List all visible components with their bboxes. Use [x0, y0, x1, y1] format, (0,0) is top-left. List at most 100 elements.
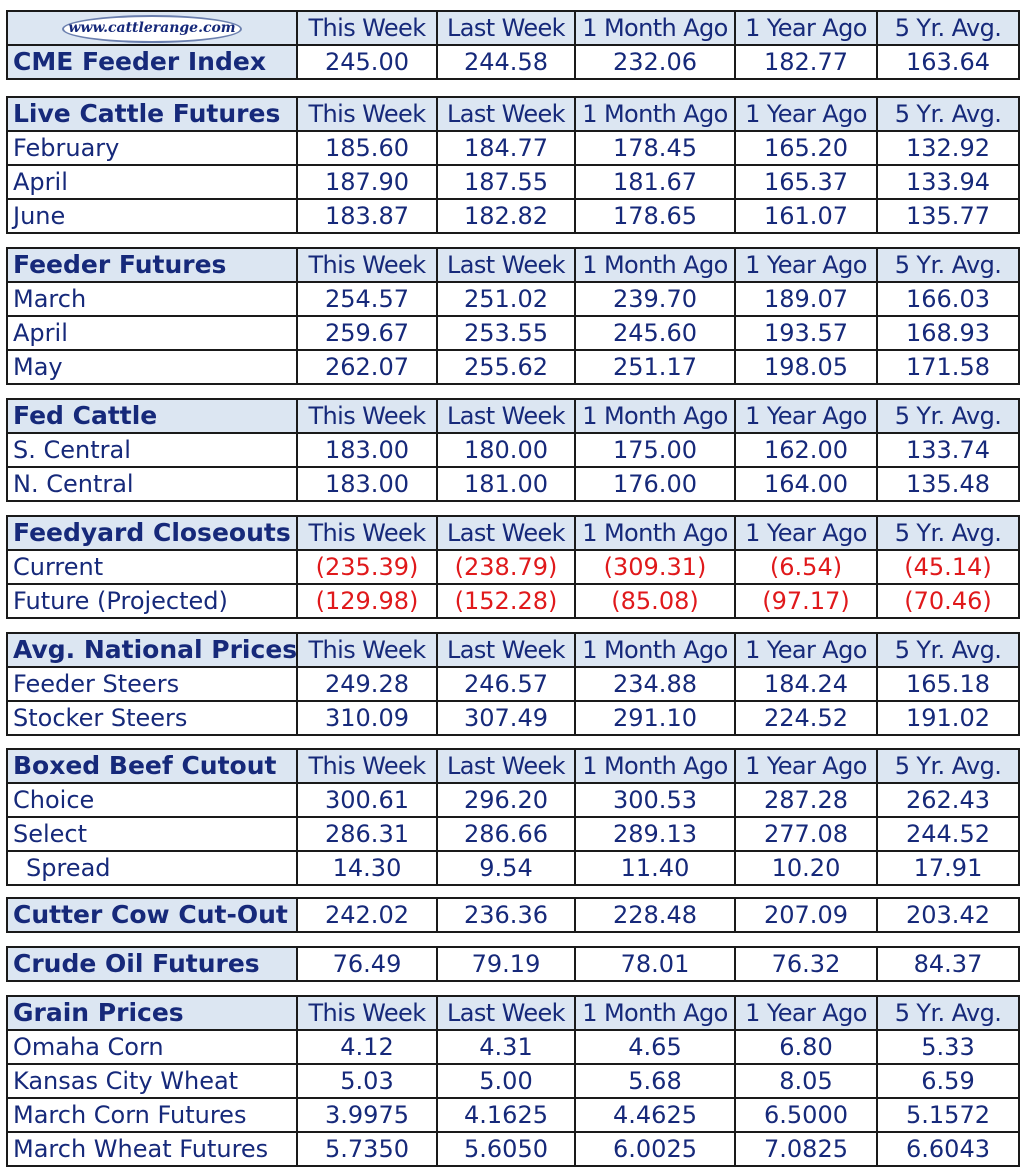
section-title: CME Feeder Index — [6, 44, 298, 80]
section-header-row: Avg. National Prices This Week Last Week… — [6, 632, 1020, 668]
value-this-week: 76.49 — [296, 946, 438, 982]
value-5yr-avg: 132.92 — [876, 130, 1020, 166]
table-row: June 183.87 182.82 178.65 161.07 135.77 — [6, 198, 1020, 234]
col-head-this-week: This Week — [296, 748, 438, 784]
value-month-ago: 239.70 — [574, 281, 736, 317]
value-5yr-avg: 135.77 — [876, 198, 1020, 234]
table-row: Current (235.39) (238.79) (309.31) (6.54… — [6, 549, 1020, 585]
row-label: February — [6, 130, 298, 166]
section-header-row: Feeder Futures This Week Last Week 1 Mon… — [6, 247, 1020, 283]
logo-cell: www.cattlerange.com — [6, 10, 298, 46]
value-last-week: 184.77 — [436, 130, 576, 166]
table-row: Cutter Cow Cut-Out 242.02 236.36 228.48 … — [6, 897, 1020, 933]
col-head-this-week: This Week — [296, 632, 438, 668]
section-header-row: Live Cattle Futures This Week Last Week … — [6, 96, 1020, 132]
value-year-ago: 7.0825 — [734, 1131, 878, 1167]
row-label: Select — [6, 816, 298, 852]
table-row: Spread 14.30 9.54 11.40 10.20 17.91 — [6, 850, 1020, 886]
table-row: Kansas City Wheat 5.03 5.00 5.68 8.05 6.… — [6, 1063, 1020, 1099]
section-feeder-futures: Feeder Futures This Week Last Week 1 Mon… — [6, 247, 1020, 385]
col-head-this-week: This Week — [296, 10, 438, 46]
row-label: S. Central — [6, 432, 298, 468]
value-month-ago: 175.00 — [574, 432, 736, 468]
table-row: Omaha Corn 4.12 4.31 4.65 6.80 5.33 — [6, 1029, 1020, 1065]
row-label: Kansas City Wheat — [6, 1063, 298, 1099]
cattlerange-logo[interactable]: www.cattlerange.com — [62, 15, 242, 43]
value-year-ago: 8.05 — [734, 1063, 878, 1099]
value-last-week: 181.00 — [436, 466, 576, 502]
section-feedyard-closeouts: Feedyard Closeouts This Week Last Week 1… — [6, 515, 1020, 619]
value-year-ago: 161.07 — [734, 198, 878, 234]
col-head-year-ago: 1 Year Ago — [734, 995, 878, 1031]
value-5yr-avg: 17.91 — [876, 850, 1020, 886]
value-month-ago: 251.17 — [574, 349, 736, 385]
value-month-ago: 228.48 — [574, 897, 736, 933]
col-head-year-ago: 1 Year Ago — [734, 96, 878, 132]
value-this-week: 254.57 — [296, 281, 438, 317]
col-head-last-week: Last Week — [436, 995, 576, 1031]
col-head-this-week: This Week — [296, 96, 438, 132]
row-label: N. Central — [6, 466, 298, 502]
table-row: Stocker Steers 310.09 307.49 291.10 224.… — [6, 700, 1020, 736]
col-head-5yr-avg: 5 Yr. Avg. — [876, 10, 1020, 46]
section-boxed-beef-cutout: Boxed Beef Cutout This Week Last Week 1 … — [6, 748, 1020, 886]
section-title: Feeder Futures — [6, 247, 298, 283]
section-title: Cutter Cow Cut-Out — [6, 897, 298, 933]
value-this-week: 187.90 — [296, 164, 438, 200]
col-head-month-ago: 1 Month Ago — [574, 515, 736, 551]
section-live-cattle-futures: Live Cattle Futures This Week Last Week … — [6, 96, 1020, 234]
value-last-week: 246.57 — [436, 666, 576, 702]
value-month-ago: 5.68 — [574, 1063, 736, 1099]
value-this-week: 4.12 — [296, 1029, 438, 1065]
value-5yr-avg: 6.6043 — [876, 1131, 1020, 1167]
value-this-week: 3.9975 — [296, 1097, 438, 1133]
table-row: March Wheat Futures 5.7350 5.6050 6.0025… — [6, 1131, 1020, 1167]
value-month-ago: 291.10 — [574, 700, 736, 736]
row-label: Omaha Corn — [6, 1029, 298, 1065]
row-label: Stocker Steers — [6, 700, 298, 736]
value-last-week: 182.82 — [436, 198, 576, 234]
col-head-last-week: Last Week — [436, 247, 576, 283]
value-last-week: 187.55 — [436, 164, 576, 200]
value-last-week: 5.6050 — [436, 1131, 576, 1167]
col-head-month-ago: 1 Month Ago — [574, 748, 736, 784]
table-row: April 187.90 187.55 181.67 165.37 133.94 — [6, 164, 1020, 200]
value-this-week: 183.00 — [296, 466, 438, 502]
table-row: Crude Oil Futures 76.49 79.19 78.01 76.3… — [6, 946, 1020, 982]
value-month-ago: (309.31) — [574, 549, 736, 585]
col-head-5yr-avg: 5 Yr. Avg. — [876, 247, 1020, 283]
table-row: Future (Projected) (129.98) (152.28) (85… — [6, 583, 1020, 619]
col-head-last-week: Last Week — [436, 748, 576, 784]
value-5yr-avg: 133.94 — [876, 164, 1020, 200]
value-last-week: 79.19 — [436, 946, 576, 982]
col-head-month-ago: 1 Month Ago — [574, 995, 736, 1031]
value-last-week: 253.55 — [436, 315, 576, 351]
row-label: Spread — [6, 850, 298, 886]
section-header-row: Boxed Beef Cutout This Week Last Week 1 … — [6, 748, 1020, 784]
col-head-year-ago: 1 Year Ago — [734, 247, 878, 283]
col-head-5yr-avg: 5 Yr. Avg. — [876, 995, 1020, 1031]
value-this-week: 262.07 — [296, 349, 438, 385]
value-5yr-avg: 203.42 — [876, 897, 1020, 933]
value-this-week: 183.87 — [296, 198, 438, 234]
section-cutter-cow-cut-out: Cutter Cow Cut-Out 242.02 236.36 228.48 … — [6, 897, 1020, 933]
value-last-week: 251.02 — [436, 281, 576, 317]
table-row: March Corn Futures 3.9975 4.1625 4.4625 … — [6, 1097, 1020, 1133]
col-head-this-week: This Week — [296, 995, 438, 1031]
value-year-ago: 182.77 — [734, 44, 878, 80]
value-last-week: 307.49 — [436, 700, 576, 736]
value-last-week: 4.1625 — [436, 1097, 576, 1133]
value-5yr-avg: 244.52 — [876, 816, 1020, 852]
value-month-ago: 178.65 — [574, 198, 736, 234]
value-this-week: 249.28 — [296, 666, 438, 702]
col-head-month-ago: 1 Month Ago — [574, 10, 736, 46]
col-head-5yr-avg: 5 Yr. Avg. — [876, 632, 1020, 668]
section-title: Feedyard Closeouts — [6, 515, 298, 551]
value-month-ago: 234.88 — [574, 666, 736, 702]
col-head-last-week: Last Week — [436, 96, 576, 132]
col-head-5yr-avg: 5 Yr. Avg. — [876, 398, 1020, 434]
value-5yr-avg: 163.64 — [876, 44, 1020, 80]
value-year-ago: 165.37 — [734, 164, 878, 200]
value-last-week: 296.20 — [436, 782, 576, 818]
